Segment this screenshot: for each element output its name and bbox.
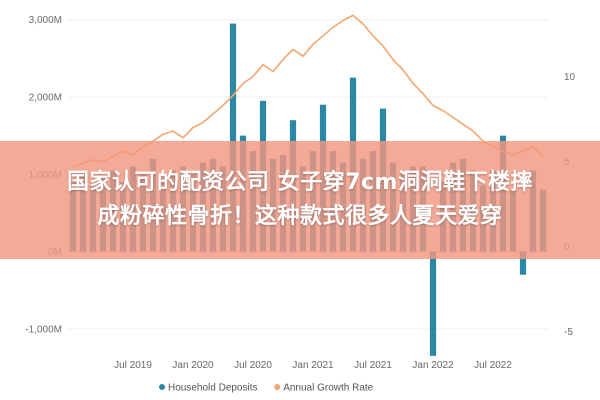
x-axis-tick-label: Jul 2021 bbox=[354, 360, 392, 371]
chart-legend: Household Deposits Annual Growth Rate bbox=[159, 383, 374, 394]
headline-line-2: 成粉碎性骨折！这种款式很多人夏天爱穿 bbox=[97, 204, 503, 229]
left-axis-tick-label: 2,000M bbox=[29, 93, 62, 104]
x-axis-tick-label: Jul 2022 bbox=[474, 360, 512, 371]
headline-banner: 国家认可的配资公司 女子穿7cm洞洞鞋下楼摔 成粉碎性骨折！这种款式很多人夏天爱… bbox=[0, 141, 600, 259]
household-deposits-bar bbox=[519, 251, 527, 275]
right-axis-tick-label: 10 bbox=[564, 72, 576, 83]
x-axis-tick-label: Jan 2022 bbox=[412, 360, 454, 371]
legend-item-annual-growth-rate-label: Annual Growth Rate bbox=[283, 383, 373, 394]
legend-item-household-deposits-marker bbox=[159, 384, 165, 390]
x-axis-tick-label: Jan 2021 bbox=[292, 360, 334, 371]
left-axis-tick-label: -1,000M bbox=[25, 324, 62, 335]
headline-line-1: 国家认可的配资公司 女子穿7cm洞洞鞋下楼摔 bbox=[67, 170, 533, 195]
legend-item-annual-growth-rate-marker bbox=[274, 384, 281, 390]
x-axis-tick-label: Jul 2020 bbox=[234, 360, 272, 371]
household-deposits-bar bbox=[229, 23, 237, 252]
x-axis-tick-label: Jan 2020 bbox=[172, 360, 214, 371]
right-axis-tick-label: -5 bbox=[564, 327, 573, 338]
legend-item-household-deposits-label: Household Deposits bbox=[168, 383, 258, 394]
household-deposits-bar bbox=[429, 251, 437, 356]
x-axis-tick-label: Jul 2019 bbox=[114, 360, 152, 371]
left-axis-tick-label: 3,000M bbox=[29, 15, 62, 26]
